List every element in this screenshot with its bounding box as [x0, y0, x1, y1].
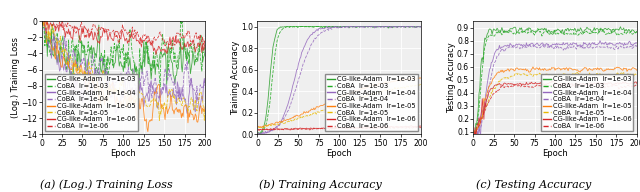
Legend: CG-like-Adam  lr=1e-03, CoBA  lr=1e-03, CG-like-Adam  lr=1e-04, CoBA  lr=1e-04, : CG-like-Adam lr=1e-03, CoBA lr=1e-03, CG… [541, 74, 634, 131]
X-axis label: Epoch: Epoch [326, 149, 352, 158]
Legend: CG-like-Adam  lr=1e-03, CoBA  lr=1e-03, CG-like-Adam  lr=1e-04, CoBA  lr=1e-04, : CG-like-Adam lr=1e-03, CoBA lr=1e-03, CG… [45, 74, 138, 131]
Text: (b) Training Accuracy: (b) Training Accuracy [259, 180, 381, 190]
Text: (c) Testing Accuracy: (c) Testing Accuracy [476, 180, 591, 190]
Text: (a) (Log.) Training Loss: (a) (Log.) Training Loss [40, 180, 173, 190]
Legend: CG-like-Adam  lr=1e-03, CoBA  lr=1e-03, CG-like-Adam  lr=1e-04, CoBA  lr=1e-04, : CG-like-Adam lr=1e-03, CoBA lr=1e-03, CG… [325, 74, 418, 131]
Y-axis label: (Log.) Training Loss: (Log.) Training Loss [11, 37, 20, 118]
Y-axis label: Testing Accuracy: Testing Accuracy [447, 42, 456, 113]
X-axis label: Epoch: Epoch [111, 149, 136, 158]
Y-axis label: Training Accuracy: Training Accuracy [231, 41, 240, 115]
X-axis label: Epoch: Epoch [542, 149, 568, 158]
